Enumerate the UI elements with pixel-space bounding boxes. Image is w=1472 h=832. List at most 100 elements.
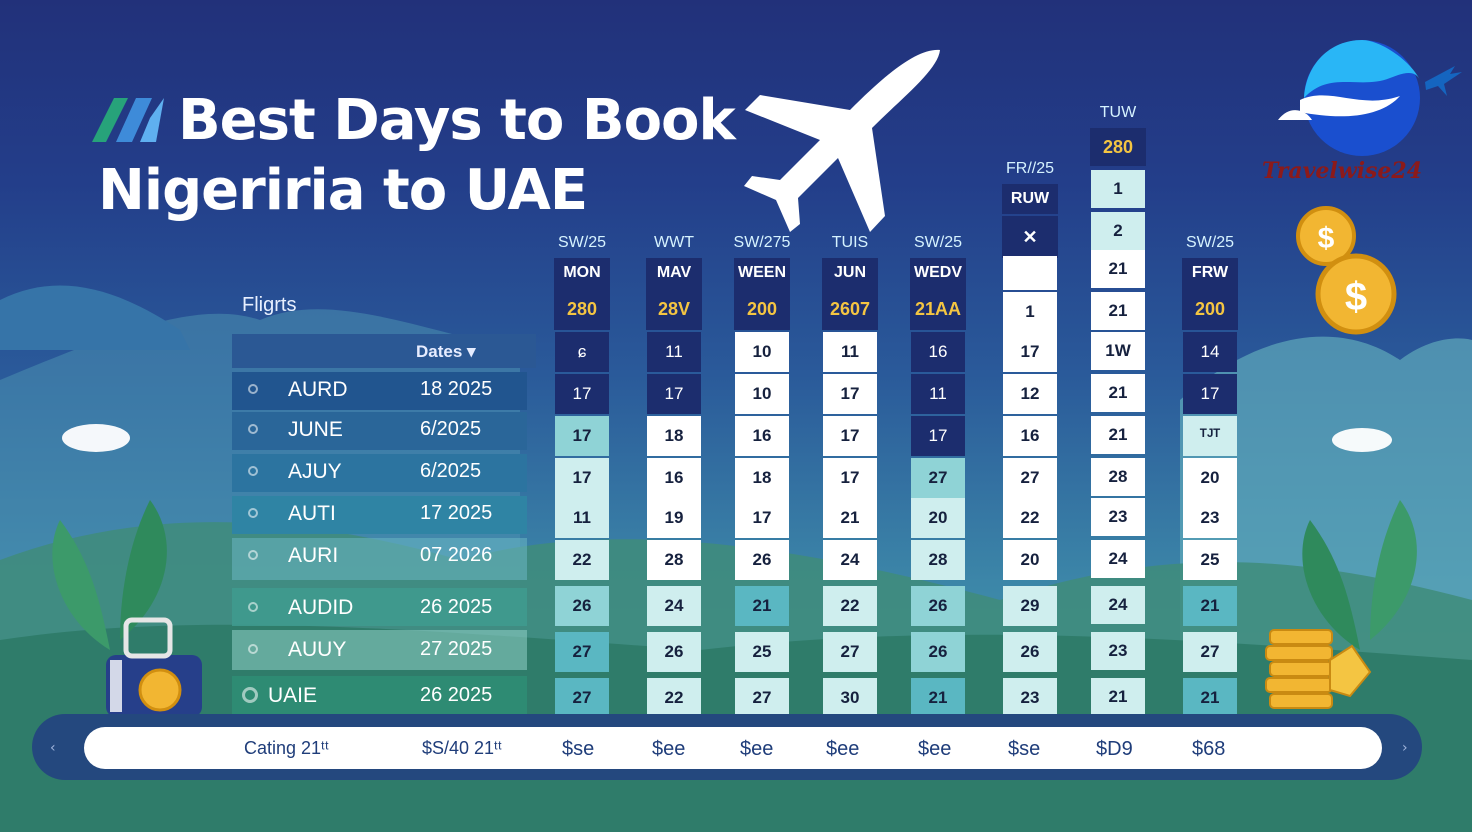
radio-icon[interactable] [248,644,258,654]
table-cell: 24 [647,586,701,626]
dates-row[interactable]: AURI 07 2026 [232,538,526,576]
table-cell: 29 [1003,586,1057,626]
dates-row[interactable]: AURD 18 2025 [232,372,526,410]
dates-table-header: Dates ▾ [232,334,536,368]
table-cell: 16 [647,458,701,498]
summary-price: $se [1008,738,1041,760]
row-date: 17 2025 [420,502,493,524]
column-day-label: RUW [1002,184,1058,214]
summary-price: $D9 [1096,738,1133,760]
column-top-label: FR//25 [1005,160,1054,177]
row-month: AURI [288,544,339,567]
table-cell: 27 [555,678,609,718]
radio-icon[interactable] [248,602,258,612]
dates-sort-header[interactable]: Dates ▾ [416,342,476,361]
summary-price: $ee [826,738,860,760]
table-cell: 21 [823,498,877,538]
table-cell: 11 [555,498,609,538]
table-cell: ɕ [555,332,609,372]
column-top-label: SW/25 [913,234,962,251]
price-summary-bar [84,727,1382,769]
table-cell: 10 [735,332,789,372]
dates-row[interactable]: AUDID 26 2025 [232,590,526,628]
title-line-1: Best Days to Book [178,88,736,153]
column-top-label: SW/275 [733,234,791,251]
suitcase-icon [106,617,202,717]
summary-price: Cating 21ᵗᵗ [244,738,329,758]
table-cell: 21 [1091,250,1145,288]
table-cell: 16 [911,332,965,372]
radio-icon[interactable] [248,424,258,434]
column-price: 200 [734,288,790,330]
summary-price: $S/40 21ᵗᵗ [422,738,502,758]
table-cell: 21 [1091,416,1145,454]
table-cell: 16 [735,416,789,456]
dates-row[interactable]: UAIE 26 2025 [232,678,526,716]
table-cell: 22 [1003,498,1057,538]
table-cell: 21 [735,586,789,626]
table-cell: 28 [647,540,701,580]
scroll-right-icon[interactable]: › [1402,740,1408,756]
column-day-label: MAV [646,258,702,288]
dates-row[interactable]: AUUY 27 2025 [232,632,526,670]
row-date: 07 2026 [420,544,493,566]
title-line-2: Nigeriria to UAE [98,158,588,223]
scroll-left-icon[interactable]: ‹ [50,740,56,756]
close-icon[interactable]: ✕ [1002,216,1058,258]
column-top-label: WWT [654,234,694,251]
table-cell: 26 [647,632,701,672]
column-day-label: FRW [1182,258,1238,288]
table-cell: 26 [735,540,789,580]
table-cell: 22 [555,540,609,580]
title-mark-icon [92,98,164,142]
table-cell: 28 [911,540,965,580]
dates-row[interactable]: JUNE 6/2025 [232,412,526,450]
row-month: AJUY [288,460,342,483]
table-cell: 21 [1091,292,1145,330]
coin-icon: $ $ [1296,206,1397,335]
radio-icon[interactable] [248,384,258,394]
svg-text:$: $ [1345,275,1367,319]
table-cell: 21 [911,678,965,718]
table-cell: 17 [1183,374,1237,414]
column-price: 2607 [822,288,878,330]
table-cell: 25 [735,632,789,672]
table-cell: 27 [1003,458,1057,498]
dates-row[interactable]: AUTI 17 2025 [232,496,526,534]
row-date: 18 2025 [420,378,493,400]
table-cell: 23 [1183,498,1237,538]
table-cell: 23 [1091,632,1145,670]
radio-icon[interactable] [242,687,258,703]
table-cell: 27 [823,632,877,672]
table-cell: 12 [1003,374,1057,414]
summary-price: $68 [1192,738,1226,760]
column-price: 200 [1182,288,1238,330]
table-cell: 18 [647,416,701,456]
table-cell: 1W [1091,332,1145,370]
table-cell: 17 [735,498,789,538]
table-cell: 26 [911,632,965,672]
table-cell [1003,256,1057,290]
table-cell: 17 [555,458,609,498]
column-day-label: JUN [822,258,878,288]
table-cell: 17 [823,374,877,414]
table-cell: 27 [911,458,965,498]
table-cell: ᵀᴶᵀ [1183,416,1237,456]
table-cell: 21 [1091,374,1145,412]
table-cell: 30 [823,678,877,718]
column-day-label: WEEN [734,258,790,288]
row-date: 6/2025 [420,460,482,482]
dates-row[interactable]: AJUY 6/2025 [232,454,526,492]
radio-icon[interactable] [248,466,258,476]
row-month: UAIE [268,684,318,707]
table-cell: 22 [823,586,877,626]
radio-icon[interactable] [248,550,258,560]
radio-icon[interactable] [248,508,258,518]
summary-price: $ee [740,738,774,760]
table-cell: 27 [735,678,789,718]
column-price: 280 [1090,128,1146,166]
column-top-label: SW/25 [1185,234,1234,251]
column-price: 28V [646,288,702,330]
table-cell: 11 [911,374,965,414]
